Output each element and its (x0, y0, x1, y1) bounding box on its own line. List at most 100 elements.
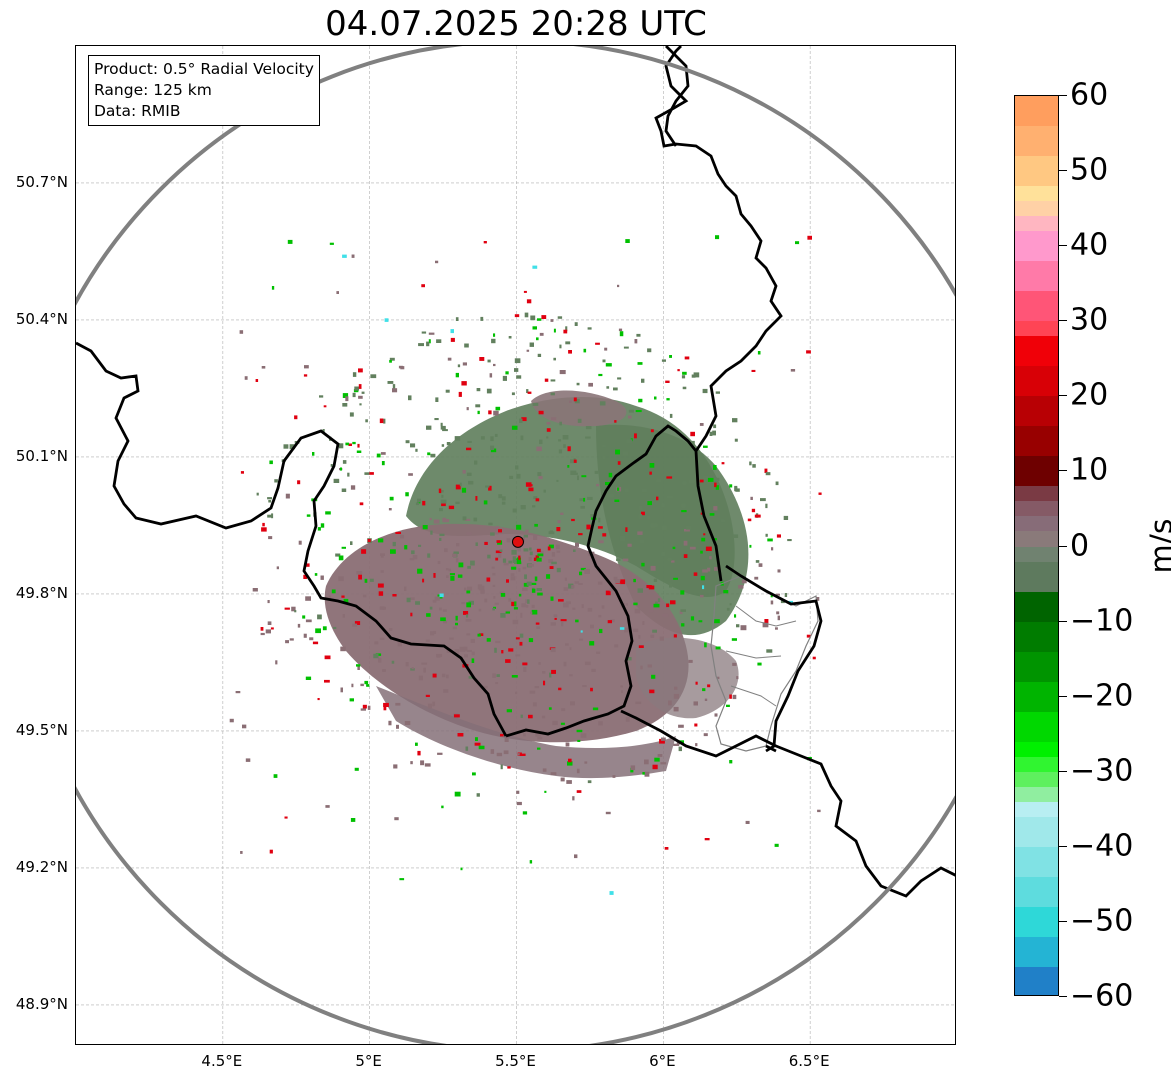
echo-pixel (342, 460, 347, 464)
echo-pixel (492, 607, 495, 611)
echo-pixel (682, 481, 687, 485)
echo-pixel (777, 569, 781, 573)
colorbar-band (1015, 321, 1058, 337)
echo-pixel (714, 538, 717, 541)
echo-pixel (453, 551, 459, 554)
echo-pixel (544, 790, 547, 793)
echo-pixel (289, 444, 295, 450)
echo-pixel (534, 576, 538, 582)
echo-pixel (447, 357, 452, 361)
echo-pixel (604, 347, 608, 351)
echo-pixel (312, 452, 315, 456)
echo-pixel (684, 529, 690, 532)
echo-pixel (498, 529, 502, 533)
echo-pixel (341, 546, 346, 549)
echo-pixel (729, 694, 732, 699)
echo-pixel (707, 477, 714, 482)
echo-pixel (592, 707, 599, 711)
echo-pixel (614, 644, 619, 648)
colorbar-tick-label: 40 (1070, 227, 1109, 263)
echo-pixel (455, 484, 461, 490)
echo-pixel (494, 602, 499, 605)
echo-pixel (605, 363, 612, 367)
echo-pixel (684, 356, 690, 360)
echo-pixel (556, 567, 561, 573)
echo-pixel (338, 576, 344, 582)
echo-pixel (422, 500, 426, 506)
echo-pixel (622, 558, 629, 562)
colorbar-tick-label: −20 (1070, 678, 1134, 714)
echo-pixel (532, 702, 537, 707)
echo-pixel (740, 625, 747, 631)
echo-pixel (479, 633, 484, 636)
echo-pixel (734, 438, 738, 442)
echo-pixel (495, 550, 502, 554)
echo-pixel (336, 291, 339, 294)
echo-pixel (616, 558, 621, 561)
echo-pixel (464, 587, 467, 591)
echo-pixel (703, 475, 709, 479)
echo-pixel (558, 449, 563, 454)
echo-pixel (584, 661, 591, 666)
echo-pixel (440, 617, 446, 622)
echo-pixel (729, 603, 732, 606)
colorbar-band (1015, 456, 1058, 488)
echo-pixel (525, 599, 529, 603)
echo-pixel (464, 654, 468, 658)
radar-site-marker[interactable] (511, 535, 524, 548)
echo-pixel (573, 549, 576, 552)
echo-pixel (734, 485, 738, 491)
echo-pixel (550, 622, 556, 626)
echo-pixel (303, 374, 308, 377)
echo-pixel (674, 686, 678, 690)
echo-pixel (550, 648, 556, 653)
echo-pixel (571, 518, 575, 522)
echo-pixel (341, 488, 347, 492)
echo-pixel (607, 494, 614, 498)
echo-pixel (455, 501, 460, 505)
echo-pixel (463, 646, 468, 652)
echo-pixel (544, 378, 549, 382)
echo-pixel (343, 598, 349, 604)
echo-pixel (784, 593, 788, 597)
echo-pixel (556, 479, 559, 482)
echo-pixel (668, 700, 672, 706)
echo-pixel (578, 533, 583, 536)
echo-pixel (634, 608, 641, 614)
echo-pixel (617, 284, 620, 288)
echo-pixel (556, 550, 561, 553)
echo-pixel (524, 574, 527, 580)
echo-pixel (537, 472, 542, 477)
echo-pixel (647, 664, 652, 668)
echo-pixel (523, 582, 529, 587)
echo-pixel (551, 561, 557, 565)
colorbar-tick-label: −50 (1070, 903, 1134, 939)
echo-pixel (380, 554, 384, 558)
echo-pixel (458, 391, 462, 397)
echo-pixel (693, 372, 700, 378)
echo-pixel (270, 627, 274, 630)
colorbar-band (1015, 936, 1058, 968)
echo-pixel (714, 713, 718, 717)
echo-pixel (751, 369, 756, 372)
echo-pixel (448, 505, 455, 510)
echo-pixel (373, 653, 379, 659)
echo-pixel (522, 662, 528, 666)
echo-pixel (537, 736, 543, 740)
echo-pixel (461, 487, 467, 493)
echo-pixel (350, 541, 353, 545)
echo-pixel (448, 568, 451, 572)
colorbar-band (1015, 621, 1058, 653)
echo-pixel (807, 235, 812, 240)
echo-pixel (561, 622, 564, 627)
echo-pixel (494, 433, 498, 437)
radar-map[interactable] (75, 45, 956, 1045)
echo-pixel (757, 662, 762, 666)
echo-pixel (683, 554, 688, 558)
echo-pixel (517, 753, 521, 756)
echo-pixel (528, 714, 533, 719)
border-north-east-upper (664, 46, 690, 147)
echo-pixel (464, 518, 471, 521)
echo-pixel (352, 372, 357, 377)
echo-pixel (244, 376, 248, 380)
